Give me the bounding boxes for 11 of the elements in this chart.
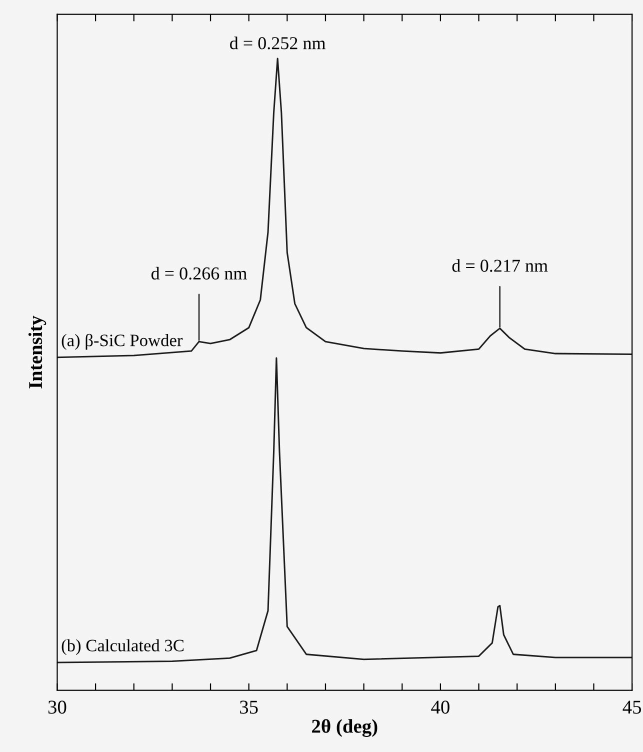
x-tick-label: 35 [240,700,258,714]
y-axis-title: Intensity [28,316,46,388]
annotation: d = 0.266 nm [151,266,247,280]
series-label: (b) Calculated 3C [62,639,184,655]
x-tick-label: 30 [48,700,66,714]
series-label: (a) β-SiC Powder [62,334,183,350]
x-tick-label: 40 [431,700,450,714]
x-axis-title: 2θ (deg) [312,719,378,737]
x-tick-label: 45 [622,700,642,714]
annotation: d = 0.217 nm [452,259,548,272]
annotation: d = 0.252 nm [230,36,326,50]
